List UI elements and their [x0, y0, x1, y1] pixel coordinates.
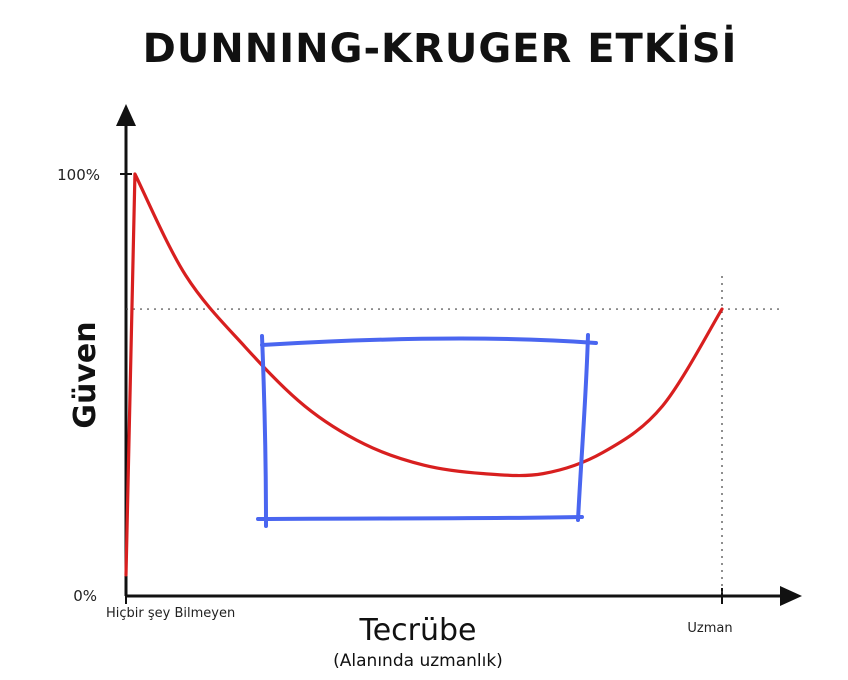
y-tick-label-max: 100% [57, 166, 100, 184]
y-tick-label-min: 0% [73, 587, 97, 605]
confidence-curve [124, 172, 724, 577]
y-axis-label: Güven [68, 321, 103, 428]
x-axis-sublabel: (Alanında uzmanlık) [333, 651, 503, 671]
x-axis-label: Tecrübe [358, 613, 476, 648]
highlight-box-top [260, 336, 598, 347]
x-tick-label-end: Uzman [687, 621, 732, 636]
x-axis-arrowhead [780, 586, 802, 606]
highlight-box-left [260, 334, 268, 528]
highlight-box-right [576, 333, 590, 522]
chart-title: DUNNING-KRUGER ETKİSİ [143, 24, 738, 72]
x-tick-label-start: Hiçbir şey Bilmeyen [106, 606, 235, 621]
highlight-box-bottom [256, 515, 584, 521]
hand-drawn-highlight-box [256, 333, 598, 528]
y-axis-arrowhead [116, 104, 136, 126]
